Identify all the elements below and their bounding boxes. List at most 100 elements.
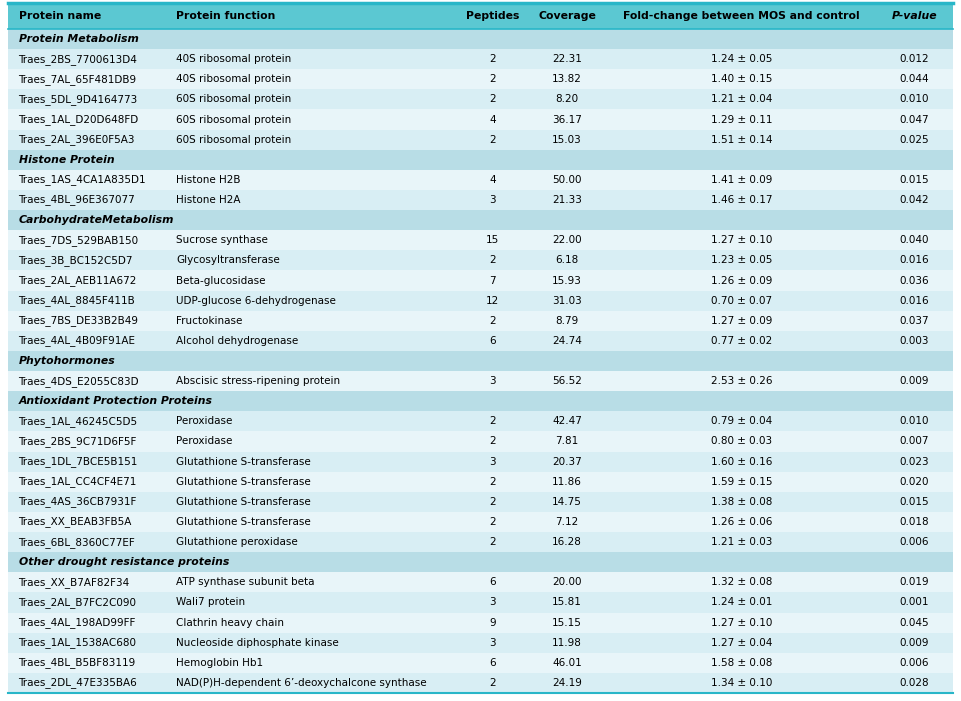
Text: 6: 6	[489, 336, 496, 346]
Text: 1.23 ± 0.05: 1.23 ± 0.05	[711, 255, 773, 266]
Text: Traes_4AS_36CB7931F: Traes_4AS_36CB7931F	[18, 496, 136, 508]
Text: 3: 3	[489, 195, 496, 205]
Text: 0.044: 0.044	[899, 74, 929, 84]
Bar	[8, 632, 953, 653]
Text: Traes_2BS_9C71D6F5F: Traes_2BS_9C71D6F5F	[18, 436, 136, 447]
Text: 60S ribosomal protein: 60S ribosomal protein	[177, 95, 291, 104]
Text: 0.018: 0.018	[899, 517, 929, 527]
Text: 0.009: 0.009	[899, 638, 929, 648]
Text: 2: 2	[489, 135, 496, 144]
Bar	[8, 411, 953, 431]
Text: Traes_4DS_E2055C83D: Traes_4DS_E2055C83D	[18, 376, 139, 386]
Bar	[8, 150, 953, 170]
Text: 60S ribosomal protein: 60S ribosomal protein	[177, 135, 291, 144]
Text: 12: 12	[486, 296, 500, 306]
Text: 0.012: 0.012	[899, 54, 929, 64]
Bar	[8, 653, 953, 673]
Text: Traes_5DL_9D4164773: Traes_5DL_9D4164773	[18, 94, 137, 105]
Bar	[8, 190, 953, 210]
Bar	[8, 271, 953, 291]
Text: Peptides: Peptides	[466, 11, 520, 21]
Text: Glutathione S-transferase: Glutathione S-transferase	[177, 477, 311, 486]
Text: Beta-glucosidase: Beta-glucosidase	[177, 275, 266, 285]
Bar	[8, 130, 953, 150]
Text: Antioxidant Protection Proteins: Antioxidant Protection Proteins	[18, 396, 212, 407]
Text: 8.79: 8.79	[555, 315, 579, 326]
Bar	[8, 109, 953, 130]
Text: 7: 7	[489, 275, 496, 285]
Text: Traes_6BL_8360C77EF: Traes_6BL_8360C77EF	[18, 537, 136, 547]
Text: 1.51 ± 0.14: 1.51 ± 0.14	[711, 135, 773, 144]
Text: 0.020: 0.020	[899, 477, 929, 486]
Text: Coverage: Coverage	[538, 11, 596, 21]
Bar	[8, 250, 953, 271]
Text: Traes_XX_BEAB3FB5A: Traes_XX_BEAB3FB5A	[18, 517, 132, 527]
Text: 1.27 ± 0.09: 1.27 ± 0.09	[711, 315, 773, 326]
Text: 20.37: 20.37	[552, 456, 581, 467]
Text: Protein name: Protein name	[18, 11, 101, 21]
Text: 2: 2	[489, 54, 496, 64]
Text: 2: 2	[489, 416, 496, 426]
Text: Glycosyltransferase: Glycosyltransferase	[177, 255, 280, 266]
Text: Glutathione peroxidase: Glutathione peroxidase	[177, 537, 298, 547]
Text: Fold-change between MOS and control: Fold-change between MOS and control	[624, 11, 860, 21]
Text: 20.00: 20.00	[553, 578, 581, 587]
Text: 0.010: 0.010	[899, 95, 929, 104]
Text: 0.025: 0.025	[899, 135, 929, 144]
Text: 21.33: 21.33	[552, 195, 582, 205]
Bar	[8, 69, 953, 89]
Text: ATP synthase subunit beta: ATP synthase subunit beta	[177, 578, 315, 587]
Text: 3: 3	[489, 597, 496, 608]
Text: 2: 2	[489, 95, 496, 104]
Text: Glutathione S-transferase: Glutathione S-transferase	[177, 456, 311, 467]
Text: 0.036: 0.036	[899, 275, 929, 285]
Text: Traes_4BL_B5BF83119: Traes_4BL_B5BF83119	[18, 658, 136, 668]
Text: 31.03: 31.03	[552, 296, 581, 306]
Text: Glutathione S-transferase: Glutathione S-transferase	[177, 517, 311, 527]
Text: 1.21 ± 0.04: 1.21 ± 0.04	[711, 95, 773, 104]
Text: Wali7 protein: Wali7 protein	[177, 597, 245, 608]
Text: 40S ribosomal protein: 40S ribosomal protein	[177, 74, 291, 84]
Text: 0.037: 0.037	[899, 315, 929, 326]
Text: 0.042: 0.042	[899, 195, 929, 205]
Text: 2: 2	[489, 537, 496, 547]
Text: Hemoglobin Hb1: Hemoglobin Hb1	[177, 658, 263, 668]
Text: 0.023: 0.023	[899, 456, 929, 467]
Text: Traes_XX_B7AF82F34: Traes_XX_B7AF82F34	[18, 577, 130, 587]
Bar	[8, 89, 953, 109]
Text: NAD(P)H-dependent 6’-deoxychalcone synthase: NAD(P)H-dependent 6’-deoxychalcone synth…	[177, 678, 427, 688]
Text: 1.24 ± 0.01: 1.24 ± 0.01	[711, 597, 773, 608]
Text: P-value: P-value	[892, 11, 937, 21]
Text: 60S ribosomal protein: 60S ribosomal protein	[177, 114, 291, 125]
Text: Traes_3B_BC152C5D7: Traes_3B_BC152C5D7	[18, 255, 133, 266]
Bar	[8, 552, 953, 572]
Text: 2: 2	[489, 497, 496, 507]
Text: Fructokinase: Fructokinase	[177, 315, 243, 326]
Text: 22.00: 22.00	[553, 236, 581, 245]
Bar	[8, 371, 953, 391]
Bar	[8, 472, 953, 492]
Text: 1.21 ± 0.03: 1.21 ± 0.03	[711, 537, 773, 547]
Text: 3: 3	[489, 638, 496, 648]
Bar	[8, 291, 953, 311]
Text: 3: 3	[489, 456, 496, 467]
Text: 0.040: 0.040	[899, 236, 929, 245]
Text: 15.15: 15.15	[552, 618, 582, 627]
Bar	[8, 210, 953, 230]
Text: 1.32 ± 0.08: 1.32 ± 0.08	[711, 578, 773, 587]
Text: 0.047: 0.047	[899, 114, 929, 125]
Text: 15: 15	[486, 236, 500, 245]
Text: Traes_1AS_4CA1A835D1: Traes_1AS_4CA1A835D1	[18, 175, 146, 185]
Text: Alcohol dehydrogenase: Alcohol dehydrogenase	[177, 336, 299, 346]
Text: Other drought resistance proteins: Other drought resistance proteins	[18, 557, 229, 567]
Text: 42.47: 42.47	[552, 416, 582, 426]
Bar	[8, 532, 953, 552]
Text: 0.001: 0.001	[899, 597, 929, 608]
Text: 1.26 ± 0.06: 1.26 ± 0.06	[711, 517, 773, 527]
Text: Traes_4AL_198AD99FF: Traes_4AL_198AD99FF	[18, 617, 136, 628]
Text: 0.010: 0.010	[899, 416, 929, 426]
Text: 11.98: 11.98	[552, 638, 582, 648]
Text: 15.81: 15.81	[552, 597, 582, 608]
Text: Traes_7AL_65F481DB9: Traes_7AL_65F481DB9	[18, 74, 136, 85]
Bar	[8, 492, 953, 512]
